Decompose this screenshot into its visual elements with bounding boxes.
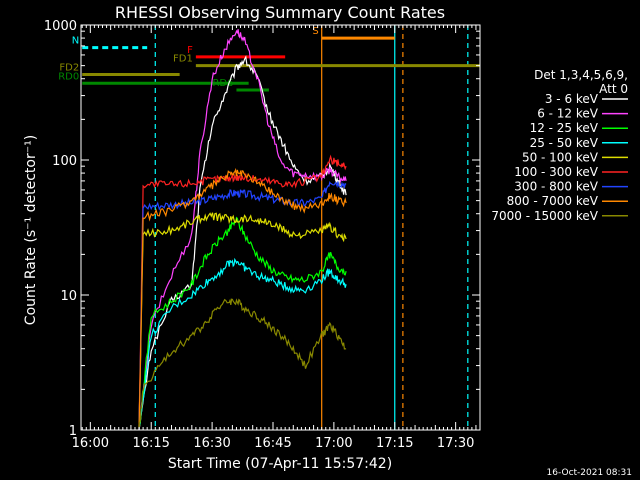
legend-label-2: 12 - 25 keV — [530, 121, 599, 135]
legend-header-line-1: Det 1,3,4,5,6,9, — [534, 68, 628, 82]
x-tick-label: 16:30 — [193, 436, 230, 451]
series-line-2 — [138, 216, 347, 429]
x-tick-label: 17:30 — [437, 436, 474, 451]
x-tick-label: 16:00 — [72, 436, 109, 451]
legend-label-8: 7000 - 15000 keV — [491, 209, 598, 223]
series-line-0 — [138, 55, 347, 431]
flag-label-rd0: RD0 — [58, 71, 79, 82]
series-line-6 — [138, 180, 347, 431]
y-tick-label: 1 — [69, 424, 77, 439]
x-tick-label: 16:45 — [254, 436, 291, 451]
flag-label-f: F — [187, 45, 193, 56]
x-tick-label: 16:15 — [132, 436, 169, 451]
legend-label-3: 25 - 50 keV — [530, 136, 599, 150]
x-axis-label: Start Time (07-Apr-11 15:57:42) — [168, 456, 392, 472]
flag-label-fd2: FD2 — [59, 62, 79, 73]
plot-title: RHESSI Observing Summary Count Rates — [115, 3, 445, 22]
flag-label-fd1: FD1 — [173, 54, 193, 65]
legend-header-line-2: Att 0 — [599, 82, 628, 96]
series-line-7 — [138, 167, 347, 427]
plot-frame — [80, 24, 481, 431]
flag-label-s: S — [312, 26, 318, 37]
footer-date: 16-Oct-2021 08:31 — [547, 468, 632, 478]
y-tick-label: 10 — [60, 289, 77, 304]
x-tick-label: 17:00 — [315, 436, 352, 451]
flag-label-rd6: RD6 — [212, 78, 233, 89]
legend-label-4: 50 - 100 keV — [522, 150, 599, 164]
series-line-3 — [138, 257, 347, 430]
legend-label-1: 6 - 12 keV — [537, 107, 599, 121]
x-tick-label: 17:15 — [376, 436, 413, 451]
series-line-1 — [138, 29, 347, 428]
legend-label-5: 100 - 300 keV — [514, 165, 598, 179]
flag-label-n: N — [72, 36, 79, 47]
legend-label-6: 300 - 800 keV — [514, 180, 598, 194]
series-line-8 — [138, 298, 347, 429]
y-axis-label: Count Rate (s⁻¹ detector⁻¹) — [23, 135, 39, 325]
legend-label-7: 800 - 7000 keV — [507, 194, 599, 208]
series-line-4 — [138, 212, 347, 431]
y-tick-label: 100 — [52, 154, 77, 169]
y-tick-label: 1000 — [44, 19, 77, 34]
legend-label-0: 3 - 6 keV — [545, 92, 599, 106]
series-line-5 — [138, 154, 347, 431]
